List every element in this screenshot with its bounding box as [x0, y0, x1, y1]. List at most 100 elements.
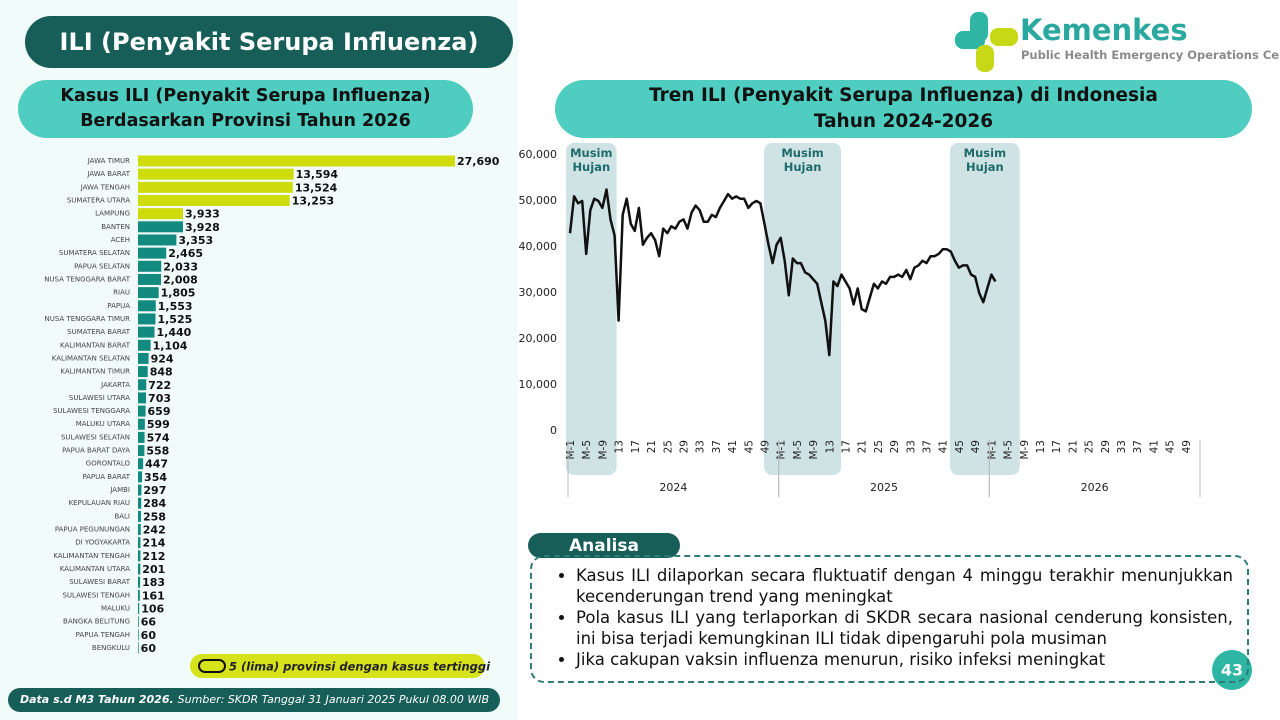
x-tick-label: 13	[1035, 440, 1047, 453]
bar	[138, 194, 290, 206]
footer-text: Data s.d M3 Tahun 2026. Sumber: SKDR Tang…	[20, 693, 489, 706]
y-tick-label: NUSA TENGGARA TIMUR	[45, 315, 131, 323]
y-tick-label: PAPUA BARAT DAYA	[62, 447, 130, 455]
band-label: Musim Hujan	[570, 146, 612, 174]
y-tick-label: 60,000	[519, 148, 558, 161]
bar-chart-title: Kasus ILI (Penyakit Serupa Influenza) Be…	[60, 86, 431, 131]
value-label: 13,594	[296, 168, 339, 181]
y-tick-label: ACEH	[111, 236, 130, 244]
value-label: 201	[142, 563, 165, 576]
value-label: 3,353	[178, 234, 213, 247]
value-label: 242	[143, 524, 166, 537]
bar	[138, 524, 141, 536]
value-label: 214	[142, 537, 165, 550]
band-label-line: Hujan	[966, 160, 1004, 174]
x-tick-label: M-9	[1019, 440, 1031, 460]
analysis-box: Kasus ILI dilaporkan secara fluktuatif d…	[530, 555, 1249, 683]
bar	[138, 221, 183, 233]
y-tick-label: SUMATERA SELATAN	[59, 249, 130, 257]
bar	[138, 576, 141, 588]
bar	[138, 352, 149, 364]
band-label-line: Musim	[964, 146, 1006, 160]
y-tick-label: BENGKULU	[92, 644, 130, 652]
x-tick-label: 33	[905, 440, 917, 453]
y-tick-label: RIAU	[113, 289, 130, 297]
x-tick-label: M-5	[581, 440, 593, 460]
value-label: 297	[143, 484, 166, 497]
value-label: 599	[147, 418, 170, 431]
x-tick-label: 33	[695, 440, 707, 453]
y-tick-label: GORONTALO	[86, 460, 131, 468]
y-tick-label: MALUKU	[101, 605, 130, 613]
year-label: 2025	[870, 481, 898, 494]
bar	[138, 260, 162, 272]
footer-source: Sumber: SKDR Tanggal 31 Januari 2025 Puk…	[178, 693, 489, 706]
analysis-point: Pola kasus ILI yang terlaporkan di SKDR …	[576, 607, 1233, 649]
page-title: ILI (Penyakit Serupa Influenza)	[59, 28, 479, 56]
y-tick-label: MALUKU UTARA	[76, 420, 130, 428]
value-label: 848	[150, 366, 173, 379]
value-label: 3,928	[185, 221, 220, 234]
analysis-list: Kasus ILI dilaporkan secara fluktuatif d…	[554, 565, 1233, 670]
y-tick-label: 40,000	[519, 240, 558, 253]
y-tick-label: BANGKA BELITUNG	[63, 618, 130, 626]
value-label: 354	[144, 471, 167, 484]
y-tick-label: KALIMANTAN SELATAN	[52, 354, 130, 362]
y-tick-label: DI YOGYAKARTA	[75, 539, 130, 547]
logo-name: Kemenkes	[1020, 13, 1188, 47]
value-label: 60	[141, 629, 157, 642]
x-tick-label: M-9	[808, 440, 820, 460]
y-tick-label: JAWA BARAT	[86, 170, 130, 178]
y-tick-label: SULAWESI TENGAH	[62, 591, 130, 599]
bar	[138, 445, 145, 457]
y-tick-label: PAPUA BARAT	[82, 473, 130, 481]
value-label: 703	[148, 392, 171, 405]
x-tick-label: M-1	[776, 440, 788, 460]
y-tick-label: JAKARTA	[100, 381, 130, 389]
bar	[138, 642, 139, 654]
legend-note: 5 (lima) provinsi dengan kasus tertinggi	[229, 660, 491, 674]
bar	[138, 484, 142, 496]
bar	[138, 418, 145, 430]
legend-icon	[198, 659, 226, 673]
x-tick-label: 21	[646, 440, 658, 453]
y-tick-label: BALI	[114, 512, 130, 520]
bar	[138, 471, 143, 483]
x-tick-label: 37	[922, 440, 934, 453]
value-label: 13,253	[292, 194, 334, 207]
value-label: 1,805	[161, 287, 196, 300]
y-tick-label: JAWA TENGAH	[80, 183, 130, 191]
bar	[138, 616, 139, 628]
y-tick-label: PAPUA SELATAN	[74, 262, 130, 270]
value-label: 574	[147, 431, 170, 444]
value-label: 13,524	[295, 181, 338, 194]
y-tick-label: SULAWESI TENGGARA	[53, 407, 130, 415]
x-tick-label: 45	[954, 440, 966, 453]
value-label: 447	[145, 458, 168, 471]
bar	[138, 563, 141, 575]
bar	[138, 550, 141, 562]
x-tick-label: M-5	[1003, 440, 1015, 460]
footer-pill	[8, 688, 500, 712]
y-tick-label: 30,000	[519, 286, 558, 299]
y-tick-label: KALIMANTAN TIMUR	[60, 368, 130, 376]
rain-season-band	[950, 143, 1020, 475]
value-label: 212	[142, 550, 165, 563]
value-label: 1,440	[156, 326, 191, 339]
y-tick-label: KALIMANTAN BARAT	[60, 341, 131, 349]
y-tick-label: PAPUA	[107, 302, 130, 310]
y-tick-label: SULAWESI SELATAN	[61, 433, 130, 441]
value-label: 558	[146, 445, 169, 458]
x-tick-label: M-1	[565, 440, 577, 460]
y-tick-label: 20,000	[519, 332, 558, 345]
band-label-line: Musim	[570, 146, 612, 160]
x-tick-label: 29	[678, 440, 690, 453]
bar	[138, 300, 156, 312]
x-tick-label: 45	[743, 440, 755, 453]
x-tick-label: 41	[1148, 440, 1160, 453]
y-tick-label: JAMBI	[109, 486, 130, 494]
x-tick-label: 25	[1084, 440, 1096, 453]
bar-title-pill	[18, 80, 473, 138]
value-label: 106	[141, 603, 164, 616]
